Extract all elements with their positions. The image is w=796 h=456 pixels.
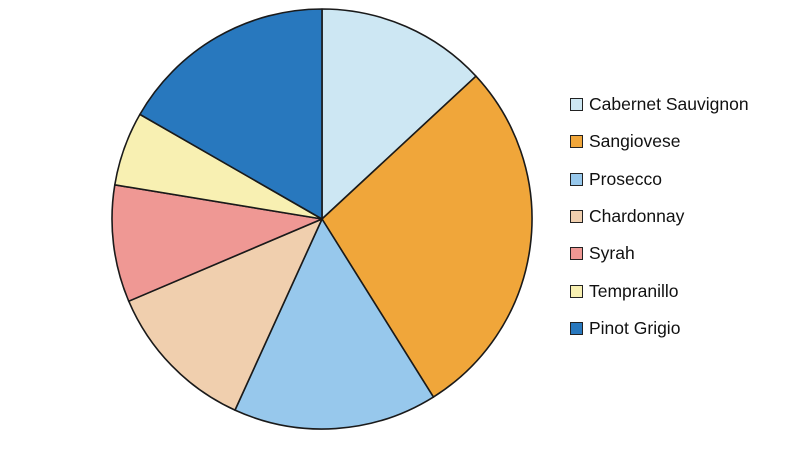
legend-label: Prosecco [589, 168, 662, 189]
legend-label: Sangiovese [589, 131, 681, 152]
legend-item: Sangiovese [570, 123, 749, 160]
pie-slice-cabernet-sauvignon [321, 8, 477, 220]
pie-slice-pinot-grigio [139, 8, 323, 220]
legend-swatch [570, 210, 583, 224]
legend: Cabernet Sauvignon Sangiovese Prosecco C… [570, 86, 749, 347]
legend-swatch [570, 247, 583, 261]
legend-swatch [570, 98, 583, 112]
legend-item: Pinot Grigio [570, 310, 749, 347]
legend-label: Cabernet Sauvignon [589, 94, 749, 115]
legend-label: Pinot Grigio [589, 317, 681, 338]
legend-label: Chardonnay [589, 206, 685, 227]
legend-swatch [570, 172, 583, 186]
pie-slice-prosecco [234, 218, 435, 430]
pie-slice-sangiovese [321, 75, 533, 398]
legend-item: Cabernet Sauvignon [570, 86, 749, 123]
legend-label: Syrah [589, 243, 635, 264]
legend-label: Tempranillo [589, 280, 679, 301]
legend-item: Syrah [570, 235, 749, 272]
legend-item: Chardonnay [570, 198, 749, 235]
legend-item: Prosecco [570, 161, 749, 198]
legend-item: Tempranillo [570, 272, 749, 309]
legend-swatch [570, 135, 583, 149]
pie-slice-syrah [111, 184, 323, 302]
legend-swatch [570, 284, 583, 298]
pie-slice-chardonnay [127, 218, 323, 411]
legend-swatch [570, 321, 583, 335]
